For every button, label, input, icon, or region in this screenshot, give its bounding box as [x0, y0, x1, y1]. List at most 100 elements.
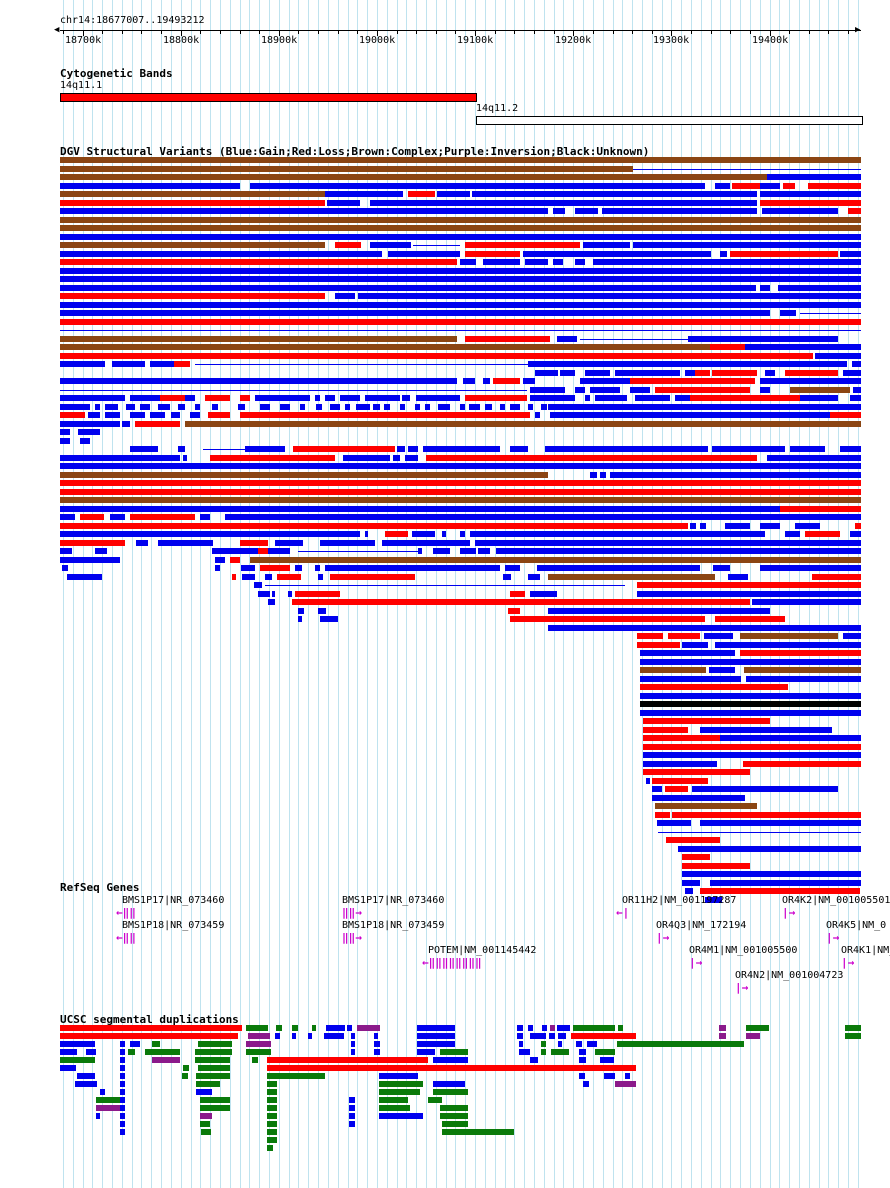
dgv-variant[interactable]: [325, 191, 403, 197]
dgv-variant[interactable]: [105, 404, 118, 410]
dgv-variant[interactable]: [646, 778, 650, 784]
gene-label[interactable]: BMS1P18|NR_073459: [122, 920, 225, 931]
dgv-variant[interactable]: [548, 574, 715, 580]
dgv-variant[interactable]: [765, 370, 775, 376]
dgv-variant[interactable]: [105, 412, 120, 418]
dgv-variant[interactable]: [528, 574, 540, 580]
segdup-feature[interactable]: [60, 1025, 242, 1031]
dgv-variant[interactable]: [254, 582, 262, 588]
dgv-variant[interactable]: [60, 242, 325, 248]
dgv-variant[interactable]: [643, 718, 770, 724]
dgv-variant[interactable]: [760, 378, 861, 384]
segdup-feature[interactable]: [195, 1057, 230, 1063]
dgv-variant[interactable]: [483, 259, 520, 265]
segdup-feature[interactable]: [252, 1057, 258, 1063]
dgv-variant[interactable]: [140, 404, 150, 410]
dgv-variant[interactable]: [242, 574, 255, 580]
dgv-variant[interactable]: [535, 370, 558, 376]
dgv-variant-connector[interactable]: [800, 313, 861, 314]
dgv-variant[interactable]: [195, 404, 200, 410]
dgv-variant[interactable]: [815, 353, 861, 359]
dgv-variant[interactable]: [508, 608, 520, 614]
segdup-feature[interactable]: [583, 1081, 589, 1087]
dgv-variant[interactable]: [60, 234, 861, 240]
segdup-feature[interactable]: [351, 1033, 355, 1039]
dgv-variant[interactable]: [778, 285, 861, 291]
dgv-variant[interactable]: [200, 514, 210, 520]
dgv-variant[interactable]: [548, 404, 861, 410]
segdup-feature[interactable]: [551, 1049, 569, 1055]
dgv-variant[interactable]: [485, 404, 492, 410]
dgv-variant[interactable]: [268, 548, 290, 554]
track-title-refseq[interactable]: RefSeq Genes: [60, 881, 140, 894]
dgv-variant[interactable]: [780, 506, 861, 512]
dgv-variant[interactable]: [460, 548, 476, 554]
segdup-feature[interactable]: [276, 1025, 282, 1031]
segdup-feature[interactable]: [617, 1041, 744, 1047]
segdup-feature[interactable]: [246, 1049, 271, 1055]
dgv-variant[interactable]: [315, 565, 320, 571]
segdup-feature[interactable]: [120, 1105, 125, 1111]
dgv-variant[interactable]: [258, 548, 268, 554]
segdup-feature[interactable]: [379, 1089, 420, 1095]
dgv-variant[interactable]: [720, 735, 861, 741]
dgv-variant[interactable]: [60, 200, 325, 206]
dgv-variant[interactable]: [60, 259, 457, 265]
dgv-variant[interactable]: [725, 523, 750, 529]
segdup-feature[interactable]: [579, 1049, 586, 1055]
dgv-variant[interactable]: [60, 472, 548, 478]
dgv-variant[interactable]: [855, 523, 861, 529]
dgv-variant[interactable]: [843, 633, 861, 639]
dgv-variant[interactable]: [268, 599, 275, 605]
segdup-feature[interactable]: [120, 1065, 125, 1071]
dgv-variant[interactable]: [426, 455, 757, 461]
dgv-variant[interactable]: [365, 531, 368, 537]
segdup-feature[interactable]: [573, 1025, 615, 1031]
dgv-variant[interactable]: [730, 251, 838, 257]
segdup-feature[interactable]: [326, 1025, 345, 1031]
segdup-feature[interactable]: [440, 1049, 468, 1055]
dgv-variant[interactable]: [384, 404, 390, 410]
dgv-variant[interactable]: [60, 174, 767, 180]
dgv-variant[interactable]: [460, 404, 465, 410]
dgv-variant[interactable]: [575, 208, 598, 214]
dgv-variant-connector[interactable]: [413, 245, 460, 246]
segdup-feature[interactable]: [349, 1097, 355, 1103]
dgv-variant[interactable]: [545, 446, 708, 452]
dgv-variant[interactable]: [415, 404, 420, 410]
dgv-variant[interactable]: [785, 370, 838, 376]
gene-model[interactable]: |→: [656, 931, 670, 944]
dgv-variant[interactable]: [418, 548, 422, 554]
dgv-variant[interactable]: [60, 404, 90, 410]
dgv-variant[interactable]: [743, 761, 861, 767]
segdup-feature[interactable]: [579, 1073, 585, 1079]
scroll-right-icon[interactable]: ▶: [855, 25, 861, 35]
dgv-variant[interactable]: [560, 370, 575, 376]
segdup-feature[interactable]: [530, 1057, 538, 1063]
dgv-variant[interactable]: [60, 268, 861, 274]
dgv-variant[interactable]: [593, 259, 861, 265]
segdup-feature[interactable]: [542, 1025, 547, 1031]
dgv-variant[interactable]: [682, 642, 708, 648]
segdup-feature[interactable]: [558, 1033, 566, 1039]
segdup-feature[interactable]: [433, 1081, 465, 1087]
segdup-feature[interactable]: [60, 1057, 95, 1063]
dgv-variant[interactable]: [643, 752, 861, 758]
dgv-variant[interactable]: [365, 395, 400, 401]
dgv-variant[interactable]: [412, 531, 435, 537]
dgv-variant[interactable]: [583, 242, 630, 248]
segdup-feature[interactable]: [519, 1041, 523, 1047]
dgv-variant[interactable]: [171, 412, 180, 418]
segdup-feature[interactable]: [379, 1081, 423, 1087]
dgv-variant[interactable]: [60, 489, 861, 495]
dgv-variant[interactable]: [528, 404, 533, 410]
dgv-variant[interactable]: [318, 574, 323, 580]
segdup-feature[interactable]: [351, 1041, 355, 1047]
dgv-variant[interactable]: [630, 378, 755, 384]
dgv-variant[interactable]: [60, 166, 633, 172]
dgv-variant[interactable]: [463, 378, 475, 384]
segdup-feature[interactable]: [60, 1049, 77, 1055]
dgv-variant[interactable]: [640, 650, 735, 656]
dgv-variant[interactable]: [215, 557, 225, 563]
gene-label[interactable]: BMS1P17|NR_073460: [342, 895, 445, 906]
